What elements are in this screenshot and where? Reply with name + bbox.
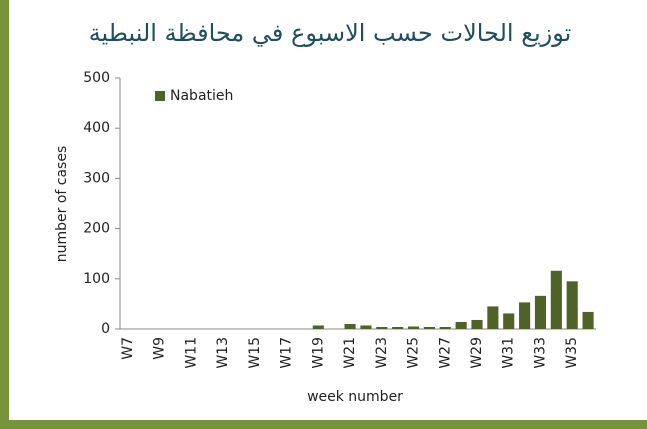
x-tick-label: W21	[342, 337, 358, 369]
x-tick-label: W29	[469, 337, 485, 369]
x-tick-label: W27	[437, 337, 453, 369]
bar	[503, 313, 515, 329]
bar	[471, 319, 483, 329]
y-tick-label: 100	[83, 271, 110, 287]
x-tick-label: W23	[374, 337, 390, 369]
bar	[376, 326, 388, 329]
bar	[550, 270, 562, 329]
bar	[392, 326, 404, 329]
slide-border-left	[0, 0, 9, 429]
x-tick-label: W17	[279, 337, 295, 369]
bar	[423, 326, 435, 329]
x-tick-label: W11	[183, 337, 199, 369]
bar	[360, 325, 372, 329]
chart-title: توزيع الحالات حسب الاسبوع في محافظة النب…	[89, 19, 572, 47]
bar	[455, 321, 467, 329]
x-tick-label: W35	[564, 337, 580, 369]
x-axis-label: week number	[307, 389, 403, 405]
x-tick-label: W25	[406, 337, 422, 369]
bar	[582, 311, 594, 329]
x-tick-label: W13	[215, 337, 231, 369]
x-tick-label: W9	[152, 337, 168, 360]
bar	[407, 326, 420, 329]
legend-label: Nabatieh	[170, 88, 233, 104]
bar	[312, 325, 324, 329]
x-tick-label: W19	[310, 337, 326, 369]
bar	[566, 281, 578, 329]
bar	[344, 323, 356, 329]
legend-swatch	[155, 91, 165, 101]
y-tick-label: 400	[83, 120, 110, 136]
y-tick-label: 0	[101, 321, 110, 337]
y-axis-label: number of cases	[54, 146, 70, 263]
x-tick-label: W15	[247, 337, 263, 369]
bar	[439, 326, 451, 329]
bar	[519, 302, 531, 329]
x-tick-label: W33	[532, 337, 548, 369]
slide-border-bottom	[0, 420, 647, 429]
bar	[487, 306, 499, 329]
x-tick-label: W31	[501, 337, 517, 369]
y-tick-label: 500	[83, 70, 110, 86]
y-tick-label: 300	[83, 170, 110, 186]
y-tick-label: 200	[83, 221, 110, 237]
bar	[534, 295, 547, 329]
x-tick-label: W7	[120, 337, 136, 360]
